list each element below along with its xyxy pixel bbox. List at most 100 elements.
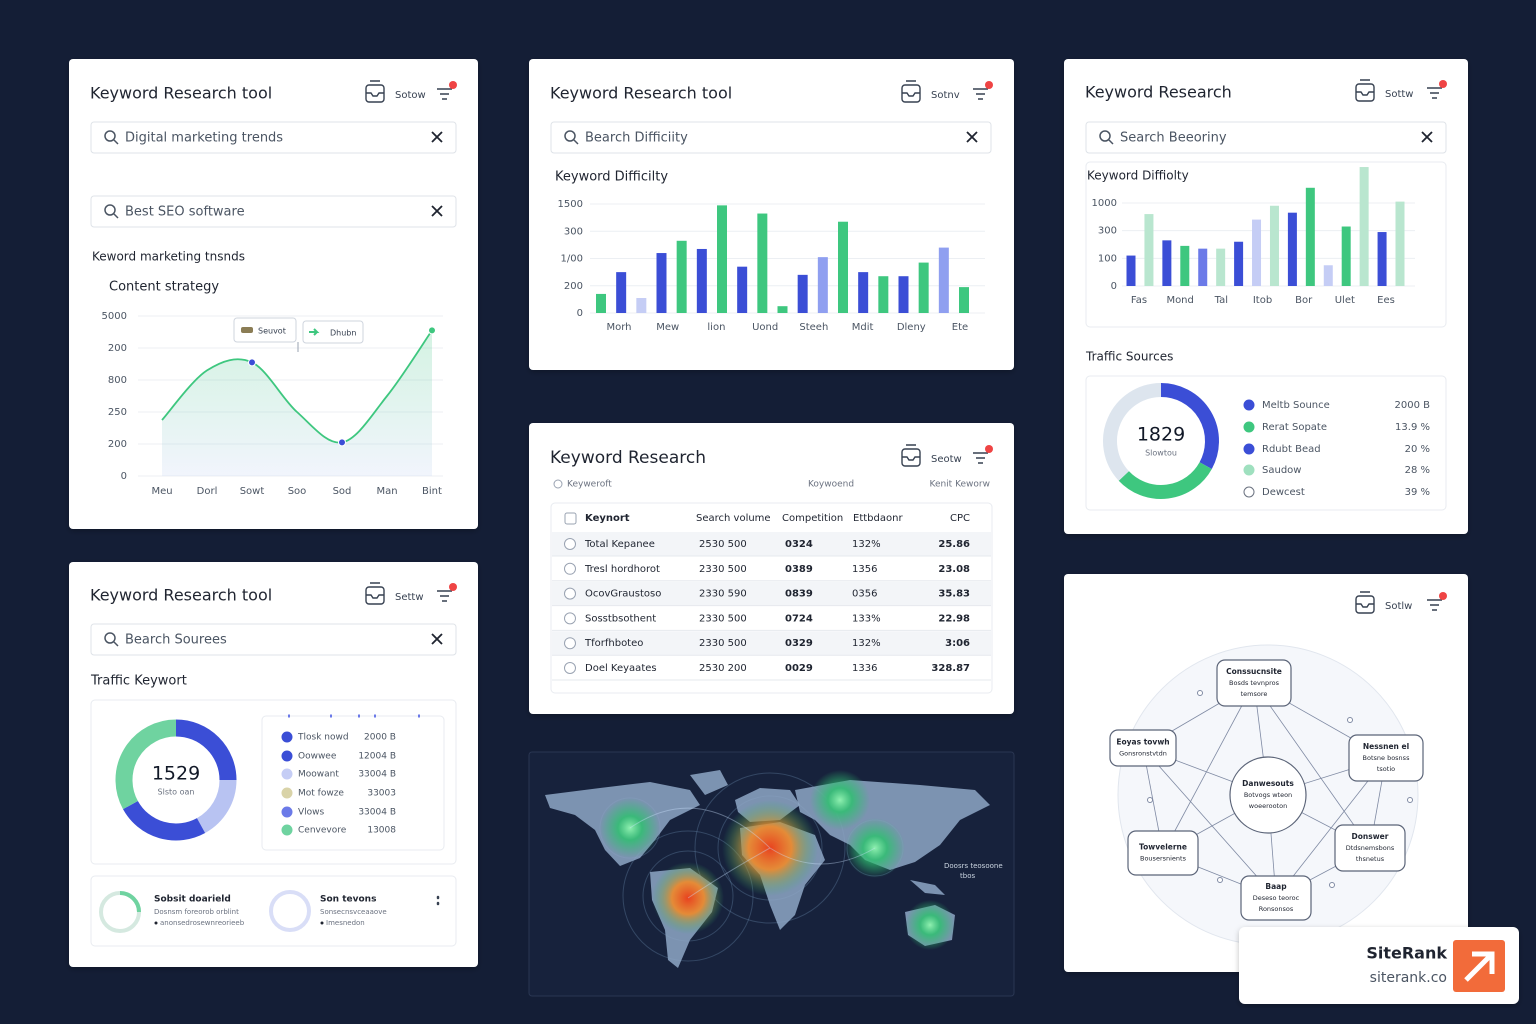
line-marker (248, 358, 256, 367)
search-text[interactable]: Bearch Sourees (125, 633, 227, 648)
bar (878, 276, 889, 313)
legend-value: 39 % (1405, 487, 1430, 498)
bar (1198, 248, 1208, 286)
node-label: tsotio (1377, 765, 1395, 773)
search-box[interactable] (1085, 121, 1447, 154)
bar (1144, 214, 1154, 286)
search-icon (104, 632, 116, 644)
x-tick-label: Dorl (197, 486, 218, 497)
filter-icon[interactable] (973, 88, 988, 100)
column-header: Keynort (585, 513, 630, 524)
heat-spot (845, 818, 905, 878)
radio[interactable] (564, 562, 576, 575)
search-box[interactable] (90, 121, 457, 154)
table-cell: 132% (852, 638, 881, 649)
filter-icon[interactable] (437, 590, 452, 602)
section-label: Keword marketing tnsnds (92, 250, 245, 264)
network-node[interactable] (1216, 659, 1292, 707)
brand-badge[interactable] (1239, 927, 1519, 1004)
radio[interactable] (564, 612, 576, 625)
button-label[interactable]: Settw (395, 592, 424, 603)
network-dot (1197, 690, 1203, 696)
search-text[interactable]: Best SEO software (125, 205, 245, 220)
table-cell: 22.98 (938, 613, 970, 624)
y-tick-label: 1/00 (561, 254, 583, 265)
bar (1180, 245, 1190, 286)
legend-dot (281, 824, 293, 836)
table-cell: Sosstbsothent (585, 613, 656, 624)
filter-icon[interactable] (437, 88, 452, 100)
search-text[interactable]: Bearch Difficiity (585, 131, 688, 146)
x-tick-label: Sowt (240, 486, 265, 497)
progress-ring (269, 890, 311, 932)
x-tick-label: Mdit (852, 322, 874, 333)
search-box[interactable] (90, 623, 457, 656)
x-tick-label: Bor (1295, 295, 1313, 306)
y-tick-label: 300 (1098, 226, 1117, 237)
notification-dot (1439, 592, 1447, 600)
search-box[interactable] (550, 121, 992, 154)
table-cell: 0389 (785, 564, 813, 575)
radio[interactable] (564, 662, 576, 674)
search-box[interactable] (90, 195, 457, 228)
button-label[interactable]: Sotow (395, 90, 426, 101)
table-cell: 1356 (852, 564, 877, 575)
node-label: Baap (1265, 882, 1287, 891)
radio[interactable] (564, 538, 576, 550)
button-label[interactable]: Sottw (1385, 89, 1414, 100)
table-cell: Tresl hordhorot (584, 564, 660, 575)
filter-icon[interactable] (1427, 87, 1442, 99)
network-edge (1162, 682, 1255, 854)
button-label[interactable]: Seotw (931, 454, 962, 465)
panel-title: Keyword Research tool (550, 84, 732, 103)
bar (1269, 205, 1279, 286)
network-node[interactable] (1334, 824, 1406, 872)
search-text[interactable]: Search Beeoriny (1120, 131, 1227, 146)
filter-icon[interactable] (973, 452, 988, 464)
node-label: Ronsonsos (1259, 905, 1294, 913)
y-tick-label: 300 (564, 226, 583, 237)
clear-icon[interactable] (1421, 131, 1433, 143)
table-cell: 133% (852, 613, 881, 624)
legend-label: Seuvot (258, 327, 286, 336)
clear-icon[interactable] (431, 205, 443, 217)
table-cell: 2530 500 (699, 539, 747, 550)
network-dot (1329, 882, 1335, 888)
bar (616, 272, 627, 313)
legend-dot (281, 768, 293, 780)
filter-icon[interactable] (1427, 599, 1442, 611)
network-node[interactable] (1109, 729, 1177, 767)
bar (898, 276, 909, 313)
button-label[interactable]: Sotnv (931, 90, 960, 101)
network-node[interactable] (1229, 756, 1307, 834)
clear-icon[interactable] (431, 131, 443, 143)
search-icon (573, 139, 579, 145)
card-text: Dosnsm foreorob orblint (154, 908, 239, 916)
table-cell: OcovGraustoso (585, 589, 661, 600)
network-node[interactable] (1127, 830, 1199, 876)
search-text[interactable]: Digital marketing trends (125, 131, 283, 146)
radio[interactable] (564, 587, 576, 600)
donut-total: 1529 (152, 763, 200, 785)
progress-ring (119, 891, 141, 913)
legend-value: 20 % (1405, 444, 1430, 455)
continent (690, 770, 728, 795)
legend-value: 33003 (367, 789, 396, 799)
section-label: Traffic Keywort (90, 674, 187, 689)
row-band (552, 581, 991, 606)
radio[interactable] (564, 637, 576, 650)
checkbox[interactable] (564, 512, 577, 525)
network-node[interactable] (1240, 875, 1312, 921)
table-cell: 0029 (785, 663, 813, 674)
clear-icon[interactable] (966, 131, 978, 143)
x-tick-label: Soo (288, 486, 307, 497)
map-caption: tbos (960, 872, 975, 880)
button-label[interactable]: Sotlw (1385, 601, 1412, 612)
clear-icon[interactable] (431, 633, 443, 645)
network-node[interactable] (1348, 734, 1424, 782)
legend-dot (1243, 486, 1255, 498)
panel-title: Keyword Research tool (90, 84, 272, 103)
legend-value: 33004 B (358, 770, 396, 780)
x-tick-label: Tal (1214, 295, 1228, 306)
bar (817, 257, 828, 313)
